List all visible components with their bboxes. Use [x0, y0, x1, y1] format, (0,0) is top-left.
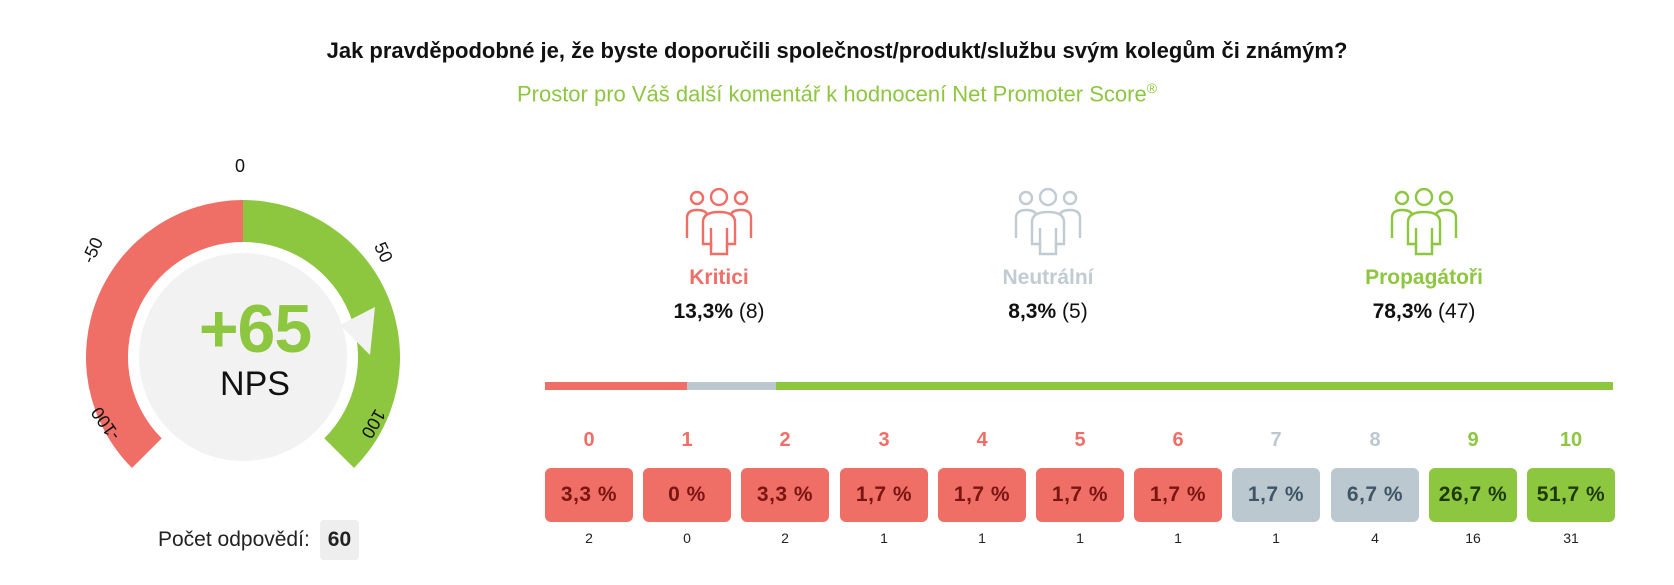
- people-group-icon: [1014, 188, 1082, 256]
- score-column-10: 10 51,7 % 31: [1527, 425, 1615, 546]
- score-percent-box: 3,3 %: [741, 468, 829, 522]
- question-title: Jak pravděpodobné je, že byste doporučil…: [326, 38, 1348, 63]
- group-neutrals-stat: 8,3% (5): [1008, 300, 1088, 323]
- nps-score: +65: [198, 291, 312, 367]
- score-label: 0: [583, 429, 595, 451]
- group-neutrals-name: Neutrální: [1002, 266, 1094, 289]
- score-count: 1: [1076, 530, 1084, 546]
- nps-label: NPS: [220, 365, 290, 403]
- score-percent-box: 51,7 %: [1527, 468, 1615, 522]
- score-label: 5: [1074, 429, 1086, 451]
- score-count: 4: [1371, 530, 1379, 546]
- gauge-arc: [85, 200, 401, 469]
- group-critics-name: Kritici: [689, 266, 749, 289]
- score-count: 0: [683, 530, 691, 546]
- score-percent-box: 26,7 %: [1429, 468, 1517, 522]
- group-promoters-name: Propagátoři: [1365, 266, 1483, 289]
- score-count: 1: [978, 530, 986, 546]
- score-count: 1: [880, 530, 888, 546]
- score-column-3: 3 1,7 % 1: [840, 425, 928, 546]
- score-percent-box: 1,7 %: [1134, 468, 1222, 522]
- score-column-4: 4 1,7 % 1: [938, 425, 1026, 546]
- score-count: 16: [1465, 530, 1481, 546]
- score-count: 2: [781, 530, 789, 546]
- score-column-6: 6 1,7 % 1: [1134, 425, 1222, 546]
- people-group-icon: [685, 188, 753, 256]
- group-neutrals: Neutrální 8,3% (5): [938, 188, 1158, 324]
- distribution-neutrals: [687, 382, 776, 390]
- gauge-arc-critics: [85, 200, 243, 469]
- nps-gauge: 0 -50 50 -100 100 +65 NPS: [70, 156, 470, 480]
- score-label: 4: [976, 429, 988, 451]
- gauge-center-disc: [139, 253, 347, 461]
- score-label: 2: [779, 429, 791, 451]
- score-label: 8: [1369, 429, 1381, 451]
- score-label: 6: [1172, 429, 1184, 451]
- distribution-critics: [545, 382, 688, 390]
- score-column-9: 9 26,7 % 16: [1429, 425, 1517, 546]
- score-column-0: 0 3,3 % 2: [545, 425, 633, 546]
- score-label: 3: [878, 429, 890, 451]
- people-group-icon: [1390, 188, 1458, 256]
- score-count: 1: [1174, 530, 1182, 546]
- nps-subtitle: Prostor pro Váš další komentář k hodnoce…: [516, 80, 1158, 107]
- score-label: 7: [1270, 429, 1282, 451]
- score-percent-box: 1,7 %: [840, 468, 928, 522]
- score-percent-box: 0 %: [643, 468, 731, 522]
- registered-mark: ®: [1146, 80, 1158, 96]
- score-percent-box: 3,3 %: [545, 468, 633, 522]
- group-critics-stat: 13,3% (8): [673, 300, 765, 323]
- gauge-arc-score: [243, 200, 401, 469]
- score-column-1: 1 0 % 0: [643, 425, 731, 546]
- score-label: 10: [1559, 429, 1583, 451]
- group-critics: Kritici 13,3% (8): [609, 188, 829, 324]
- response-count-value: 60: [319, 520, 360, 560]
- gauge-pointer: [340, 307, 375, 355]
- score-column-5: 5 1,7 % 1: [1036, 425, 1124, 546]
- score-percent-box: 6,7 %: [1331, 468, 1419, 522]
- score-percent-box: 1,7 %: [1036, 468, 1124, 522]
- score-percent-box: 1,7 %: [1232, 468, 1320, 522]
- score-column-2: 2 3,3 % 2: [741, 425, 829, 546]
- group-promoters: Propagátoři 78,3% (47): [1314, 188, 1534, 324]
- score-count: 31: [1563, 530, 1579, 546]
- response-count: Počet odpovědí: 60: [158, 520, 360, 560]
- score-column-8: 8 6,7 % 4: [1331, 425, 1419, 546]
- score-label: 9: [1467, 429, 1479, 451]
- distribution-bar: [545, 382, 1613, 390]
- score-percent-box: 1,7 %: [938, 468, 1026, 522]
- score-column-7: 7 1,7 % 1: [1232, 425, 1320, 546]
- distribution-promoters: [775, 382, 1613, 390]
- score-count: 2: [585, 530, 593, 546]
- gauge-tick-0: 0: [235, 156, 246, 176]
- score-count: 1: [1272, 530, 1280, 546]
- response-count-label: Počet odpovědí:: [158, 528, 310, 551]
- group-promoters-stat: 78,3% (47): [1372, 300, 1476, 323]
- score-label: 1: [681, 429, 693, 451]
